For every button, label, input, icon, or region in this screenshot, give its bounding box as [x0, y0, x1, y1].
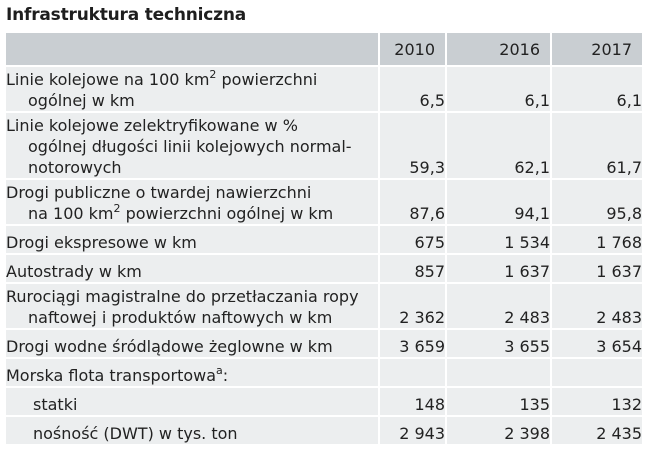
table-row: nośność (DWT) w tys. ton 2 943 2 398 2 4… — [6, 416, 642, 446]
value-2017: 1 637 — [551, 254, 642, 284]
row-label: Drogi wodne śródlądowe żeglowne w km — [6, 329, 380, 359]
value-2010: 675 — [379, 225, 447, 255]
value-2017: 1 768 — [551, 225, 642, 255]
row-label: nośność (DWT) w tys. ton — [6, 416, 380, 446]
value-2016: 3 655 — [446, 329, 552, 359]
value-2016: 135 — [446, 387, 552, 417]
value-2010: 2 943 — [379, 416, 447, 446]
value-2016: 1 637 — [446, 254, 552, 284]
value-2016: 2 398 — [446, 416, 552, 446]
value-2016: 1 534 — [446, 225, 552, 255]
table-title: Infrastruktura techniczna — [6, 5, 247, 25]
value-2017: 61,7 — [551, 112, 642, 180]
table-row: Linie kolejowe zelektryfikowane w % ogól… — [6, 112, 642, 180]
row-label: Drogi ekspresowe w km — [6, 225, 380, 255]
value-2017: 132 — [551, 387, 642, 417]
value-2010: 3 659 — [379, 329, 447, 359]
row-label: Drogi publiczne o twardej nawierzchni na… — [6, 179, 380, 226]
table-row: Autostrady w km 857 1 637 1 637 — [6, 254, 642, 284]
value-2010 — [379, 358, 447, 388]
table-row: Rurociągi magistralne do przetłaczania r… — [6, 283, 642, 330]
value-2016 — [446, 358, 552, 388]
table-row: Drogi publiczne o twardej nawierzchni na… — [6, 179, 642, 226]
header-year-2010: 2010 — [379, 33, 447, 67]
header-label-cell — [6, 33, 380, 67]
value-2017: 2 435 — [551, 416, 642, 446]
value-2010: 857 — [379, 254, 447, 284]
table-row: Drogi wodne śródlądowe żeglowne w km 3 6… — [6, 329, 642, 359]
value-2017: 2 483 — [551, 283, 642, 330]
table-row: Linie kolejowe na 100 km2 powierzchni og… — [6, 66, 642, 113]
row-label: Linie kolejowe zelektryfikowane w % ogól… — [6, 112, 380, 180]
value-2017: 95,8 — [551, 179, 642, 226]
table-row: statki 148 135 132 — [6, 387, 642, 417]
value-2016: 62,1 — [446, 112, 552, 180]
value-2017: 6,1 — [551, 66, 642, 113]
value-2016: 6,1 — [446, 66, 552, 113]
table-row-section: Morska flota transportowaa: — [6, 358, 642, 388]
value-2010: 148 — [379, 387, 447, 417]
value-2010: 2 362 — [379, 283, 447, 330]
value-2016: 2 483 — [446, 283, 552, 330]
value-2010: 6,5 — [379, 66, 447, 113]
section-label: Morska flota transportowaa: — [6, 358, 380, 388]
value-2016: 94,1 — [446, 179, 552, 226]
value-2010: 59,3 — [379, 112, 447, 180]
row-label: Rurociągi magistralne do przetłaczania r… — [6, 283, 380, 330]
table-header-row: 2010 2016 2017 — [6, 33, 642, 67]
value-2010: 87,6 — [379, 179, 447, 226]
statistics-table: 2010 2016 2017 Linie kolejowe na 100 km2… — [6, 33, 642, 446]
value-2017 — [551, 358, 642, 388]
row-label: Autostrady w km — [6, 254, 380, 284]
row-label: statki — [6, 387, 380, 417]
header-year-2017: 2017 — [551, 33, 642, 67]
row-label: Linie kolejowe na 100 km2 powierzchni og… — [6, 66, 380, 113]
header-year-2016: 2016 — [446, 33, 552, 67]
value-2017: 3 654 — [551, 329, 642, 359]
table-row: Drogi ekspresowe w km 675 1 534 1 768 — [6, 225, 642, 255]
